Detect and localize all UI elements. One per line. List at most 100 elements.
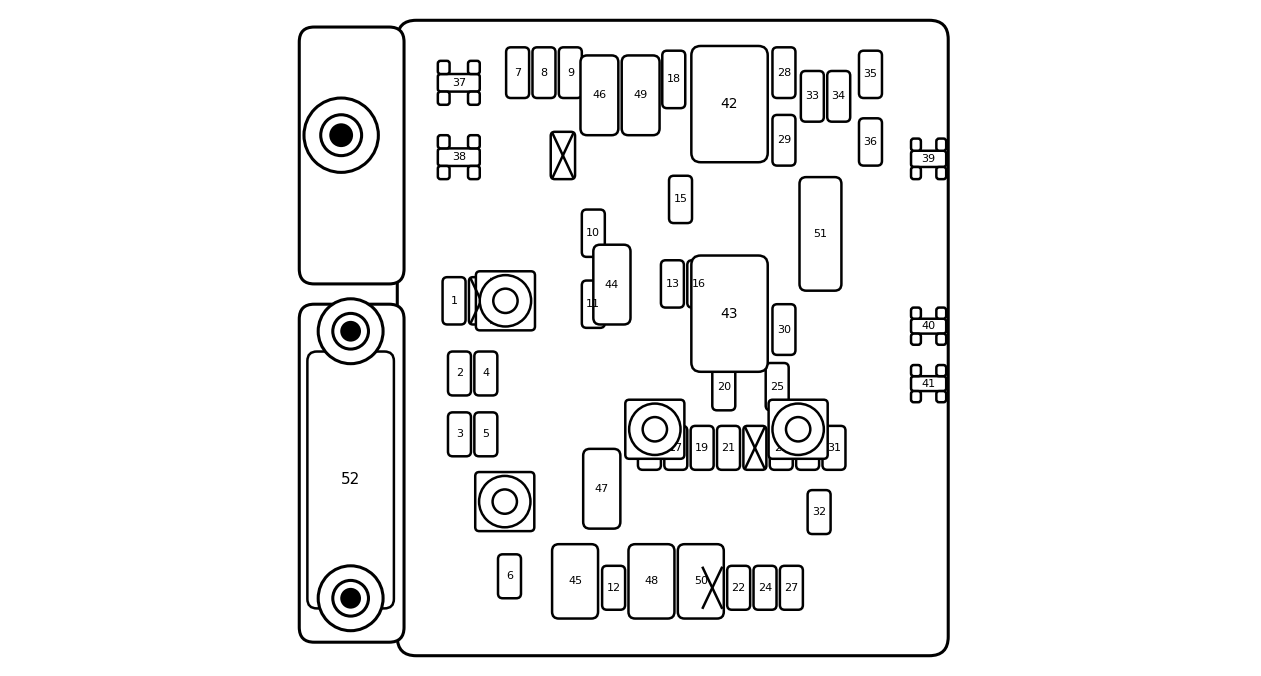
Text: 9: 9: [566, 68, 574, 78]
Circle shape: [318, 299, 383, 364]
Text: 17: 17: [668, 443, 683, 453]
FancyBboxPatch shape: [468, 166, 479, 179]
FancyBboxPatch shape: [910, 308, 921, 318]
FancyBboxPatch shape: [754, 566, 777, 610]
Text: 29: 29: [777, 135, 791, 145]
FancyBboxPatch shape: [822, 426, 845, 470]
FancyBboxPatch shape: [580, 55, 618, 135]
Circle shape: [773, 404, 823, 455]
FancyBboxPatch shape: [937, 391, 946, 402]
Text: 15: 15: [673, 195, 687, 204]
FancyBboxPatch shape: [728, 566, 750, 610]
Text: 22: 22: [731, 583, 745, 593]
FancyBboxPatch shape: [308, 352, 393, 608]
FancyBboxPatch shape: [662, 51, 685, 108]
FancyBboxPatch shape: [581, 210, 605, 257]
Text: 6: 6: [506, 571, 513, 581]
Text: 14: 14: [642, 443, 657, 453]
FancyBboxPatch shape: [801, 71, 823, 122]
FancyBboxPatch shape: [559, 47, 581, 98]
Text: 13: 13: [666, 279, 680, 289]
FancyBboxPatch shape: [769, 426, 793, 470]
Text: 51: 51: [813, 229, 827, 239]
Text: 47: 47: [595, 484, 609, 493]
FancyBboxPatch shape: [937, 167, 946, 179]
Circle shape: [629, 404, 681, 455]
FancyBboxPatch shape: [859, 118, 881, 166]
Text: 30: 30: [777, 324, 791, 335]
FancyBboxPatch shape: [691, 46, 768, 162]
FancyBboxPatch shape: [665, 426, 687, 470]
FancyBboxPatch shape: [687, 260, 710, 308]
Text: 43: 43: [721, 307, 738, 320]
Circle shape: [329, 123, 353, 147]
Text: 48: 48: [644, 577, 658, 586]
FancyBboxPatch shape: [443, 277, 465, 324]
Text: 36: 36: [864, 137, 878, 147]
FancyBboxPatch shape: [910, 376, 946, 391]
FancyBboxPatch shape: [438, 149, 479, 166]
Text: 46: 46: [593, 91, 607, 100]
Text: 7: 7: [514, 68, 521, 78]
Text: 31: 31: [827, 443, 841, 453]
Text: 50: 50: [694, 577, 707, 586]
FancyBboxPatch shape: [475, 472, 535, 531]
Text: 1: 1: [450, 296, 458, 306]
Circle shape: [333, 581, 368, 616]
Circle shape: [479, 275, 531, 327]
Circle shape: [493, 289, 517, 313]
Text: 10: 10: [586, 228, 600, 238]
Text: 45: 45: [567, 577, 583, 586]
Text: 23: 23: [774, 443, 788, 453]
Text: 19: 19: [695, 443, 709, 453]
FancyBboxPatch shape: [581, 281, 605, 328]
FancyBboxPatch shape: [712, 363, 735, 410]
FancyBboxPatch shape: [468, 61, 479, 74]
FancyBboxPatch shape: [910, 319, 946, 334]
Text: 4: 4: [482, 368, 489, 379]
FancyBboxPatch shape: [583, 449, 620, 529]
FancyBboxPatch shape: [474, 412, 497, 456]
FancyBboxPatch shape: [601, 566, 625, 610]
Circle shape: [786, 417, 811, 441]
Text: 5: 5: [483, 429, 489, 439]
FancyBboxPatch shape: [498, 554, 521, 598]
FancyBboxPatch shape: [796, 426, 820, 470]
Text: 18: 18: [667, 74, 681, 84]
FancyBboxPatch shape: [937, 365, 946, 376]
FancyBboxPatch shape: [448, 352, 470, 395]
Text: 41: 41: [922, 379, 936, 389]
FancyBboxPatch shape: [625, 400, 685, 459]
FancyBboxPatch shape: [779, 566, 803, 610]
FancyBboxPatch shape: [469, 277, 493, 324]
FancyBboxPatch shape: [678, 544, 724, 619]
FancyBboxPatch shape: [670, 176, 692, 223]
FancyBboxPatch shape: [937, 334, 946, 345]
FancyBboxPatch shape: [397, 20, 948, 656]
FancyBboxPatch shape: [937, 308, 946, 318]
FancyBboxPatch shape: [773, 304, 796, 355]
Circle shape: [493, 489, 517, 514]
FancyBboxPatch shape: [773, 47, 796, 98]
Text: 32: 32: [812, 507, 826, 517]
FancyBboxPatch shape: [910, 167, 921, 179]
Circle shape: [340, 588, 361, 608]
FancyBboxPatch shape: [468, 135, 479, 148]
Text: 52: 52: [340, 473, 361, 487]
FancyBboxPatch shape: [448, 412, 470, 456]
FancyBboxPatch shape: [475, 271, 535, 331]
Text: 25: 25: [770, 382, 784, 391]
FancyBboxPatch shape: [691, 426, 714, 470]
FancyBboxPatch shape: [718, 426, 740, 470]
FancyBboxPatch shape: [438, 135, 450, 148]
FancyBboxPatch shape: [765, 363, 788, 410]
FancyBboxPatch shape: [638, 426, 661, 470]
FancyBboxPatch shape: [910, 391, 921, 402]
FancyBboxPatch shape: [661, 260, 683, 308]
Text: 20: 20: [716, 382, 731, 391]
Circle shape: [333, 314, 368, 349]
FancyBboxPatch shape: [910, 151, 946, 167]
FancyBboxPatch shape: [594, 245, 630, 324]
Text: 34: 34: [832, 91, 846, 101]
Circle shape: [479, 476, 531, 527]
